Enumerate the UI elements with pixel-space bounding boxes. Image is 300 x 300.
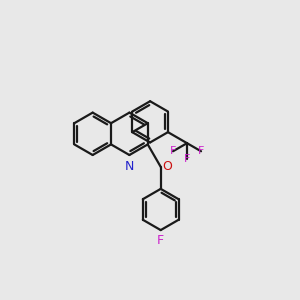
Text: F: F (184, 154, 190, 164)
Text: O: O (162, 160, 172, 173)
Text: N: N (125, 160, 134, 173)
Text: F: F (170, 146, 176, 156)
Text: F: F (198, 146, 204, 156)
Text: F: F (157, 234, 164, 247)
